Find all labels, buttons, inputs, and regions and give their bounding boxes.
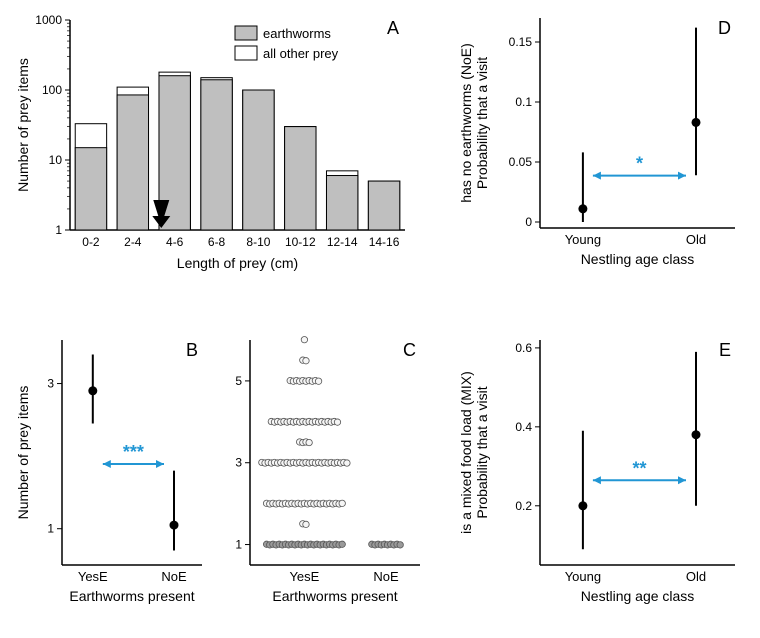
panel-a-xtick: 4-6	[166, 235, 184, 249]
panel-e-svg: 0.2 0.4 0.6 Young Old ** Nestling age class Pro…	[455, 330, 755, 620]
sig-arrowhead-right	[678, 476, 686, 484]
panel-a-xtick: 10-12	[285, 235, 316, 249]
mean-point	[88, 386, 97, 395]
mean-point	[170, 521, 179, 530]
panel-a-bar-worm	[368, 181, 399, 230]
panel-a-bar-worm	[285, 127, 316, 230]
swarm-dot	[306, 439, 312, 445]
xtick: Young	[565, 569, 601, 584]
panel-a-bar-worm	[75, 148, 106, 230]
panel-c-ytick: 5	[235, 374, 242, 388]
ytick: 0.05	[509, 155, 533, 169]
ytick: 0.1	[515, 95, 532, 109]
panel-label: D	[718, 18, 731, 38]
panel-e: 0.2 0.4 0.6 Young Old ** Nestling age class Pro…	[455, 330, 755, 620]
panel-c-svg: 1 3 5 YesE NoE Earthworms present C	[220, 330, 430, 620]
sig-arrowhead-left	[593, 476, 601, 484]
swarm-dot	[339, 500, 345, 506]
legend-label-other: all other prey	[263, 46, 339, 61]
xtick: Old	[686, 232, 706, 247]
ylabel: has no earthworms (NoE)	[458, 43, 474, 203]
ytick: 0.6	[515, 341, 532, 355]
panel-a-ytick: 1	[55, 223, 62, 237]
ylabel: Number of prey items	[15, 386, 31, 520]
panel-a-xtick: 0-2	[82, 235, 100, 249]
panel-d: 0 0.05 0.1 0.15 Young Old * Nestling age class P…	[455, 0, 755, 290]
sig-stars: **	[632, 458, 646, 478]
panel-c-xtick: YesE	[289, 569, 319, 584]
panel-a-bar-worm	[326, 176, 357, 230]
ytick: 0	[525, 215, 532, 229]
panel-c-xlabel: Earthworms present	[272, 588, 397, 604]
sig-arrowhead-left	[593, 172, 601, 180]
xlabel: Nestling age class	[581, 588, 695, 604]
swarm-dot	[339, 541, 345, 547]
xtick: Young	[565, 232, 601, 247]
panel-c: 1 3 5 YesE NoE Earthworms present C	[220, 330, 430, 620]
ytick: 3	[47, 377, 54, 391]
ylabel: Probability that a visit	[474, 57, 490, 189]
panel-a-ylabel: Number of prey items	[15, 58, 31, 192]
panel-a-bar-worm	[243, 90, 274, 230]
panel-a-xtick: 6-8	[208, 235, 226, 249]
panel-a-label: A	[387, 18, 399, 38]
swarm-dot	[303, 521, 309, 527]
sig-stars: ***	[123, 442, 144, 462]
panel-a-xtick: 2-4	[124, 235, 142, 249]
ytick: 0.15	[509, 35, 533, 49]
panel-a-xtick: 12-14	[327, 235, 358, 249]
panel-c-ytick: 3	[235, 456, 242, 470]
xtick: Old	[686, 569, 706, 584]
panel-a: 1 10 100 1000 0-2 2-4 4-6 6-8 8-10 10-12 12-14 14-1…	[10, 8, 430, 278]
ytick: 0.2	[515, 499, 532, 513]
sig-arrowhead-right	[156, 460, 164, 468]
panel-a-ytick: 10	[49, 153, 63, 167]
panel-a-xtick: 8-10	[246, 235, 270, 249]
panel-c-xtick: NoE	[373, 569, 399, 584]
mean-point	[692, 430, 701, 439]
panel-a-ytick: 1000	[35, 13, 62, 27]
ylabel: Probability that a visit	[474, 386, 490, 518]
swarm-dot	[303, 358, 309, 364]
mean-point	[578, 501, 587, 510]
xlabel: Earthworms present	[69, 588, 194, 604]
mean-point	[692, 118, 701, 127]
xtick: NoE	[161, 569, 187, 584]
panel-a-bar-worm	[201, 80, 232, 230]
sig-arrowhead-right	[678, 172, 686, 180]
ylabel: is a mixed food load (MIX)	[458, 371, 474, 534]
panel-d-svg: 0 0.05 0.1 0.15 Young Old * Nestling age class P…	[455, 0, 755, 290]
swarm-dot	[344, 460, 350, 466]
panel-b: 1 3 YesE NoE *** Earthworms present Number of …	[10, 330, 215, 620]
panel-c-ytick: 1	[235, 538, 242, 552]
panel-c-label: C	[403, 340, 416, 360]
legend-swatch-worm	[235, 26, 257, 40]
swarm-dot	[334, 419, 340, 425]
panel-a-xtick: 14-16	[369, 235, 400, 249]
panel-a-bar-worm	[117, 95, 148, 230]
sig-arrowhead-left	[103, 460, 111, 468]
swarm-dot	[397, 542, 403, 548]
ytick: 0.4	[515, 420, 532, 434]
panel-b-svg: 1 3 YesE NoE *** Earthworms present Number of …	[10, 330, 215, 620]
swarm-dot	[301, 337, 307, 343]
panel-a-svg: 1 10 100 1000 0-2 2-4 4-6 6-8 8-10 10-12 12-14 14-1…	[10, 8, 430, 278]
panel-a-ytick: 100	[42, 83, 62, 97]
legend-label-worm: earthworms	[263, 26, 331, 41]
xlabel: Nestling age class	[581, 251, 695, 267]
sig-stars: *	[636, 154, 643, 174]
legend-swatch-other	[235, 46, 257, 60]
mean-point	[578, 204, 587, 213]
swarm-dot	[315, 378, 321, 384]
panel-label: B	[186, 340, 198, 360]
ytick: 1	[47, 522, 54, 536]
panel-label: E	[719, 340, 731, 360]
panel-a-xlabel: Length of prey (cm)	[177, 255, 298, 271]
xtick: YesE	[78, 569, 108, 584]
